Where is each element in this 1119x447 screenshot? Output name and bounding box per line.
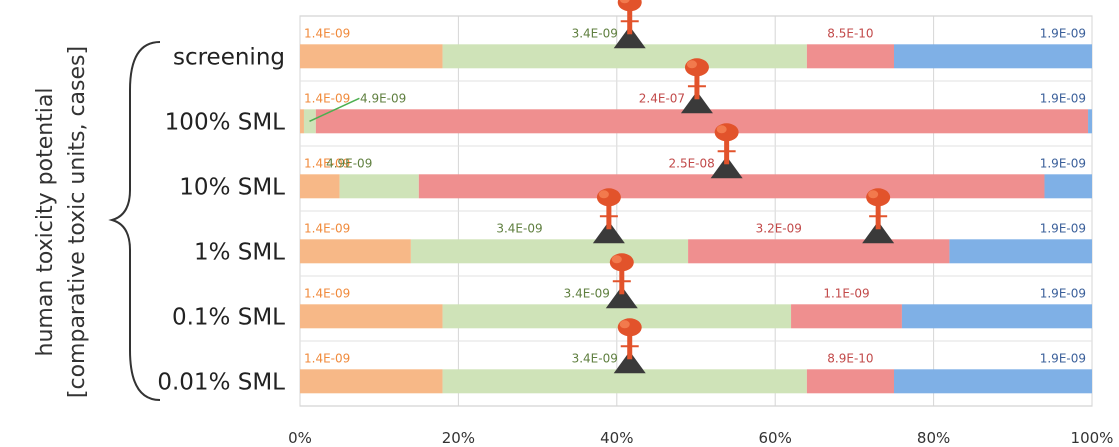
y-axis-label-line2: [comparative toxic units, cases] bbox=[65, 46, 90, 398]
category-labels: screening 100% SML 10% SML 1% SML 0.1% SML 0.… bbox=[157, 44, 285, 395]
data-label: 3.4E-09 bbox=[572, 351, 618, 365]
category-label: 0.1% SML bbox=[172, 304, 285, 330]
data-label: 1.9E-09 bbox=[1040, 156, 1086, 170]
data-label: 4.9E-09 bbox=[360, 91, 406, 105]
fire-cloud-icon bbox=[592, 188, 625, 244]
bar-segment bbox=[949, 239, 1092, 264]
bar-segment bbox=[300, 109, 304, 134]
bar-segment bbox=[806, 369, 894, 394]
category-label: 100% SML bbox=[165, 109, 286, 135]
x-tick-labels: 0% 20% 40% 60% 80% 100% bbox=[288, 429, 1113, 447]
fire-cloud-icon bbox=[710, 123, 743, 179]
x-tick-label: 0% bbox=[288, 429, 312, 447]
fire-cloud-icon bbox=[605, 253, 638, 309]
data-label: 3.4E-09 bbox=[496, 221, 542, 235]
bar-segment bbox=[300, 239, 411, 264]
data-label: 1.4E-09 bbox=[304, 351, 350, 365]
category-label: screening bbox=[173, 44, 285, 70]
data-label: 1.4E-09 bbox=[304, 91, 350, 105]
data-label: 1.9E-09 bbox=[1040, 221, 1086, 235]
data-labels: 1.4E-09 3.4E-09 8.5E-10 1.9E-091.4E-09 4.9E-… bbox=[304, 26, 1086, 365]
category-label: 0.01% SML bbox=[157, 369, 285, 395]
x-tick-label: 80% bbox=[917, 429, 950, 447]
bar-segment bbox=[300, 304, 443, 329]
data-label: 3.4E-09 bbox=[564, 286, 610, 300]
markers bbox=[592, 0, 895, 374]
data-label: 8.5E-10 bbox=[827, 26, 873, 40]
data-label: 1.9E-09 bbox=[1040, 26, 1086, 40]
bar-segment bbox=[806, 44, 894, 69]
left-brace bbox=[108, 41, 161, 401]
data-label: 8.9E-10 bbox=[827, 351, 873, 365]
bar-segment bbox=[300, 174, 340, 199]
bar-segment bbox=[410, 239, 689, 264]
fire-cloud-icon bbox=[613, 0, 646, 49]
fire-cloud-icon bbox=[613, 318, 646, 374]
data-label: 1.1E-09 bbox=[823, 286, 869, 300]
bar-segment bbox=[894, 369, 1092, 394]
fire-cloud-icon bbox=[680, 58, 713, 114]
fire-cloud-icon bbox=[862, 188, 895, 244]
leader-line bbox=[309, 97, 360, 122]
data-label: 1.9E-09 bbox=[1040, 91, 1086, 105]
category-label: 1% SML bbox=[194, 239, 285, 265]
bar-segment bbox=[901, 304, 1092, 329]
grid bbox=[299, 15, 1093, 407]
bar-segment bbox=[300, 369, 443, 394]
data-label: 1.4E-09 bbox=[304, 156, 350, 170]
data-label: 3.4E-09 bbox=[572, 26, 618, 40]
data-label: 1.4E-09 bbox=[304, 26, 350, 40]
bar-segment bbox=[894, 44, 1092, 69]
bar-segment bbox=[688, 239, 950, 264]
x-tick-label: 40% bbox=[600, 429, 633, 447]
data-label: 1.4E-09 bbox=[304, 221, 350, 235]
x-tick-label: 20% bbox=[442, 429, 475, 447]
y-axis-label-line1: human toxicity potential bbox=[33, 88, 58, 357]
x-tick-label: 60% bbox=[759, 429, 792, 447]
data-label: 2.5E-08 bbox=[669, 156, 715, 170]
data-label: 4.9E-09 bbox=[326, 156, 372, 170]
x-tick-label: 100% bbox=[1071, 429, 1114, 447]
data-label: 1.9E-09 bbox=[1040, 351, 1086, 365]
bar-segment bbox=[1044, 174, 1092, 199]
data-label: 3.2E-09 bbox=[756, 221, 802, 235]
bar-segment bbox=[339, 174, 419, 199]
category-label: 10% SML bbox=[179, 174, 285, 200]
bar-segment bbox=[1088, 109, 1092, 134]
bar-segment bbox=[791, 304, 902, 329]
data-label: 1.9E-09 bbox=[1040, 286, 1086, 300]
bar-segment bbox=[300, 44, 443, 69]
data-label: 2.4E-07 bbox=[639, 91, 685, 105]
data-label: 1.4E-09 bbox=[304, 286, 350, 300]
